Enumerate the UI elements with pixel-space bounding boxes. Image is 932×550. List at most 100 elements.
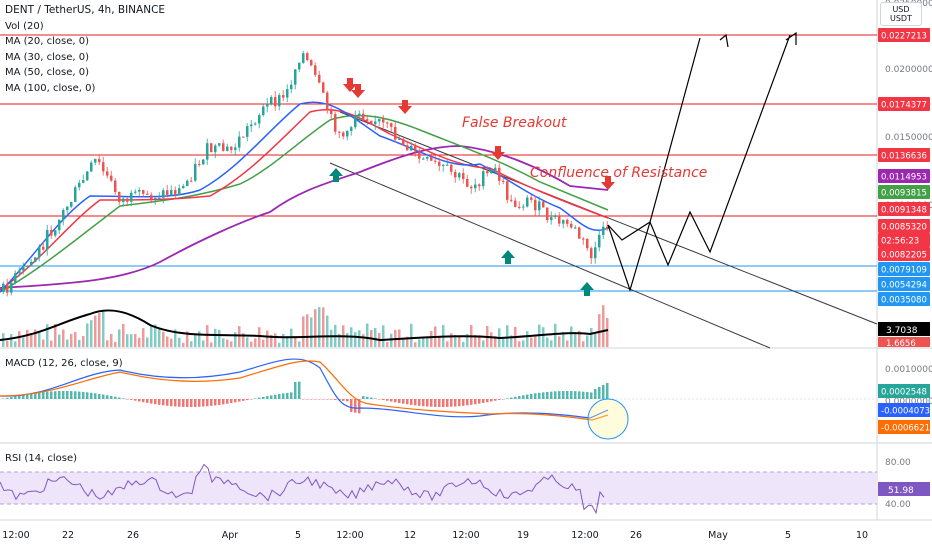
macd-histogram-bar [238, 399, 241, 402]
candle [186, 180, 189, 187]
candle [502, 180, 505, 182]
volume-bar [430, 331, 433, 347]
volume-bar [554, 323, 557, 347]
macd-histogram-bar [454, 399, 457, 407]
arrow-down-icon [491, 146, 505, 160]
highlight-circle [587, 398, 629, 440]
candle [378, 119, 381, 122]
candle [586, 238, 589, 249]
macd-histogram-bar [562, 391, 565, 399]
macd-histogram-bar [250, 399, 253, 400]
volume-bar [586, 335, 589, 347]
candle [346, 130, 349, 137]
macd-histogram-bar [30, 393, 33, 399]
volume-bar [178, 337, 181, 347]
volume-bar [54, 323, 57, 347]
volume-bar [382, 325, 385, 347]
macd-histogram-bar [122, 398, 125, 399]
volume-bar [26, 329, 29, 347]
volume-bar [458, 336, 461, 347]
volume-bar [14, 341, 17, 347]
candle [602, 226, 605, 235]
candle [550, 217, 553, 221]
volume-bar [578, 330, 581, 347]
volume-bar [286, 336, 289, 347]
currency-button[interactable]: USD USDT [880, 2, 922, 26]
volume-bar [110, 333, 113, 347]
macd-histogram-bar [446, 399, 449, 407]
macd-histogram-bar [522, 395, 525, 399]
volume-bar [502, 338, 505, 347]
candle [422, 158, 425, 160]
candle [126, 198, 129, 202]
candle [26, 265, 29, 267]
chart-legend: DENT / TetherUS, 4h, BINANCE Vol (20) MA… [5, 3, 165, 96]
macd-histogram-bar [134, 399, 137, 401]
projection-arrowhead [785, 31, 797, 45]
candle [302, 53, 305, 63]
macd-histogram-bar [46, 391, 49, 399]
candle [118, 192, 121, 202]
candle [178, 188, 181, 196]
macd-histogram-bar [490, 399, 493, 402]
candle [354, 115, 357, 128]
price-label-bg [878, 247, 930, 261]
volume-bar [446, 341, 449, 347]
candle [542, 201, 545, 208]
candle [442, 164, 445, 166]
time-axis-tick: Apr [222, 530, 239, 541]
macd-histogram-bar [414, 399, 417, 406]
volume-bar [294, 337, 297, 347]
macd-histogram-bar [298, 381, 301, 399]
candle [14, 273, 17, 283]
macd-histogram-bar [270, 395, 273, 399]
macd-histogram-bar [6, 397, 9, 399]
macd-histogram-bar [302, 399, 305, 400]
volume-bar [314, 309, 317, 347]
candle [462, 173, 465, 179]
time-axis-tick: 12:00 [452, 530, 479, 541]
macd-histogram-bar [398, 399, 401, 404]
candle [138, 190, 141, 192]
arrow-up-icon [329, 168, 343, 182]
volume-bar [338, 333, 341, 347]
macd-histogram-bar [230, 399, 233, 404]
volume-bar [506, 325, 509, 347]
projection-arrowhead [719, 33, 729, 48]
volume-bar [362, 334, 365, 347]
volume-bar [526, 331, 529, 347]
volume-bar [250, 341, 253, 347]
currency-line2: USDT [890, 14, 912, 23]
time-axis-tick: 22 [62, 530, 74, 541]
macd-histogram-bar [362, 396, 365, 399]
macd-histogram-bar [210, 399, 213, 406]
volume-bar [90, 320, 93, 347]
volume-bar [562, 331, 565, 347]
macd-histogram-bar [110, 395, 113, 399]
candle [386, 122, 389, 124]
macd-histogram-bar [334, 399, 337, 400]
volume-bar [494, 336, 497, 347]
macd-histogram-bar [354, 399, 357, 413]
macd-histogram-bar [222, 399, 225, 405]
macd-label-bg [878, 420, 930, 434]
candle [94, 159, 97, 163]
volume-bar [570, 326, 573, 347]
volume-bar [94, 315, 97, 347]
macd-histogram-bar [130, 399, 133, 400]
candle [62, 209, 65, 220]
time-axis-tick: 12:00 [571, 530, 598, 541]
arrow-up-icon [580, 282, 594, 296]
volume-bar [138, 337, 141, 347]
macd-histogram-bar [38, 392, 41, 399]
candle [538, 201, 541, 211]
time-axis-tick: 19 [517, 530, 529, 541]
annotation-confluence: Confluence of Resistance [530, 165, 707, 181]
volume-bar [262, 339, 265, 347]
candle [338, 131, 341, 133]
price-label-bg [878, 97, 930, 111]
macd-histogram-bar [162, 399, 165, 406]
candle [314, 65, 317, 75]
candle [310, 60, 313, 66]
